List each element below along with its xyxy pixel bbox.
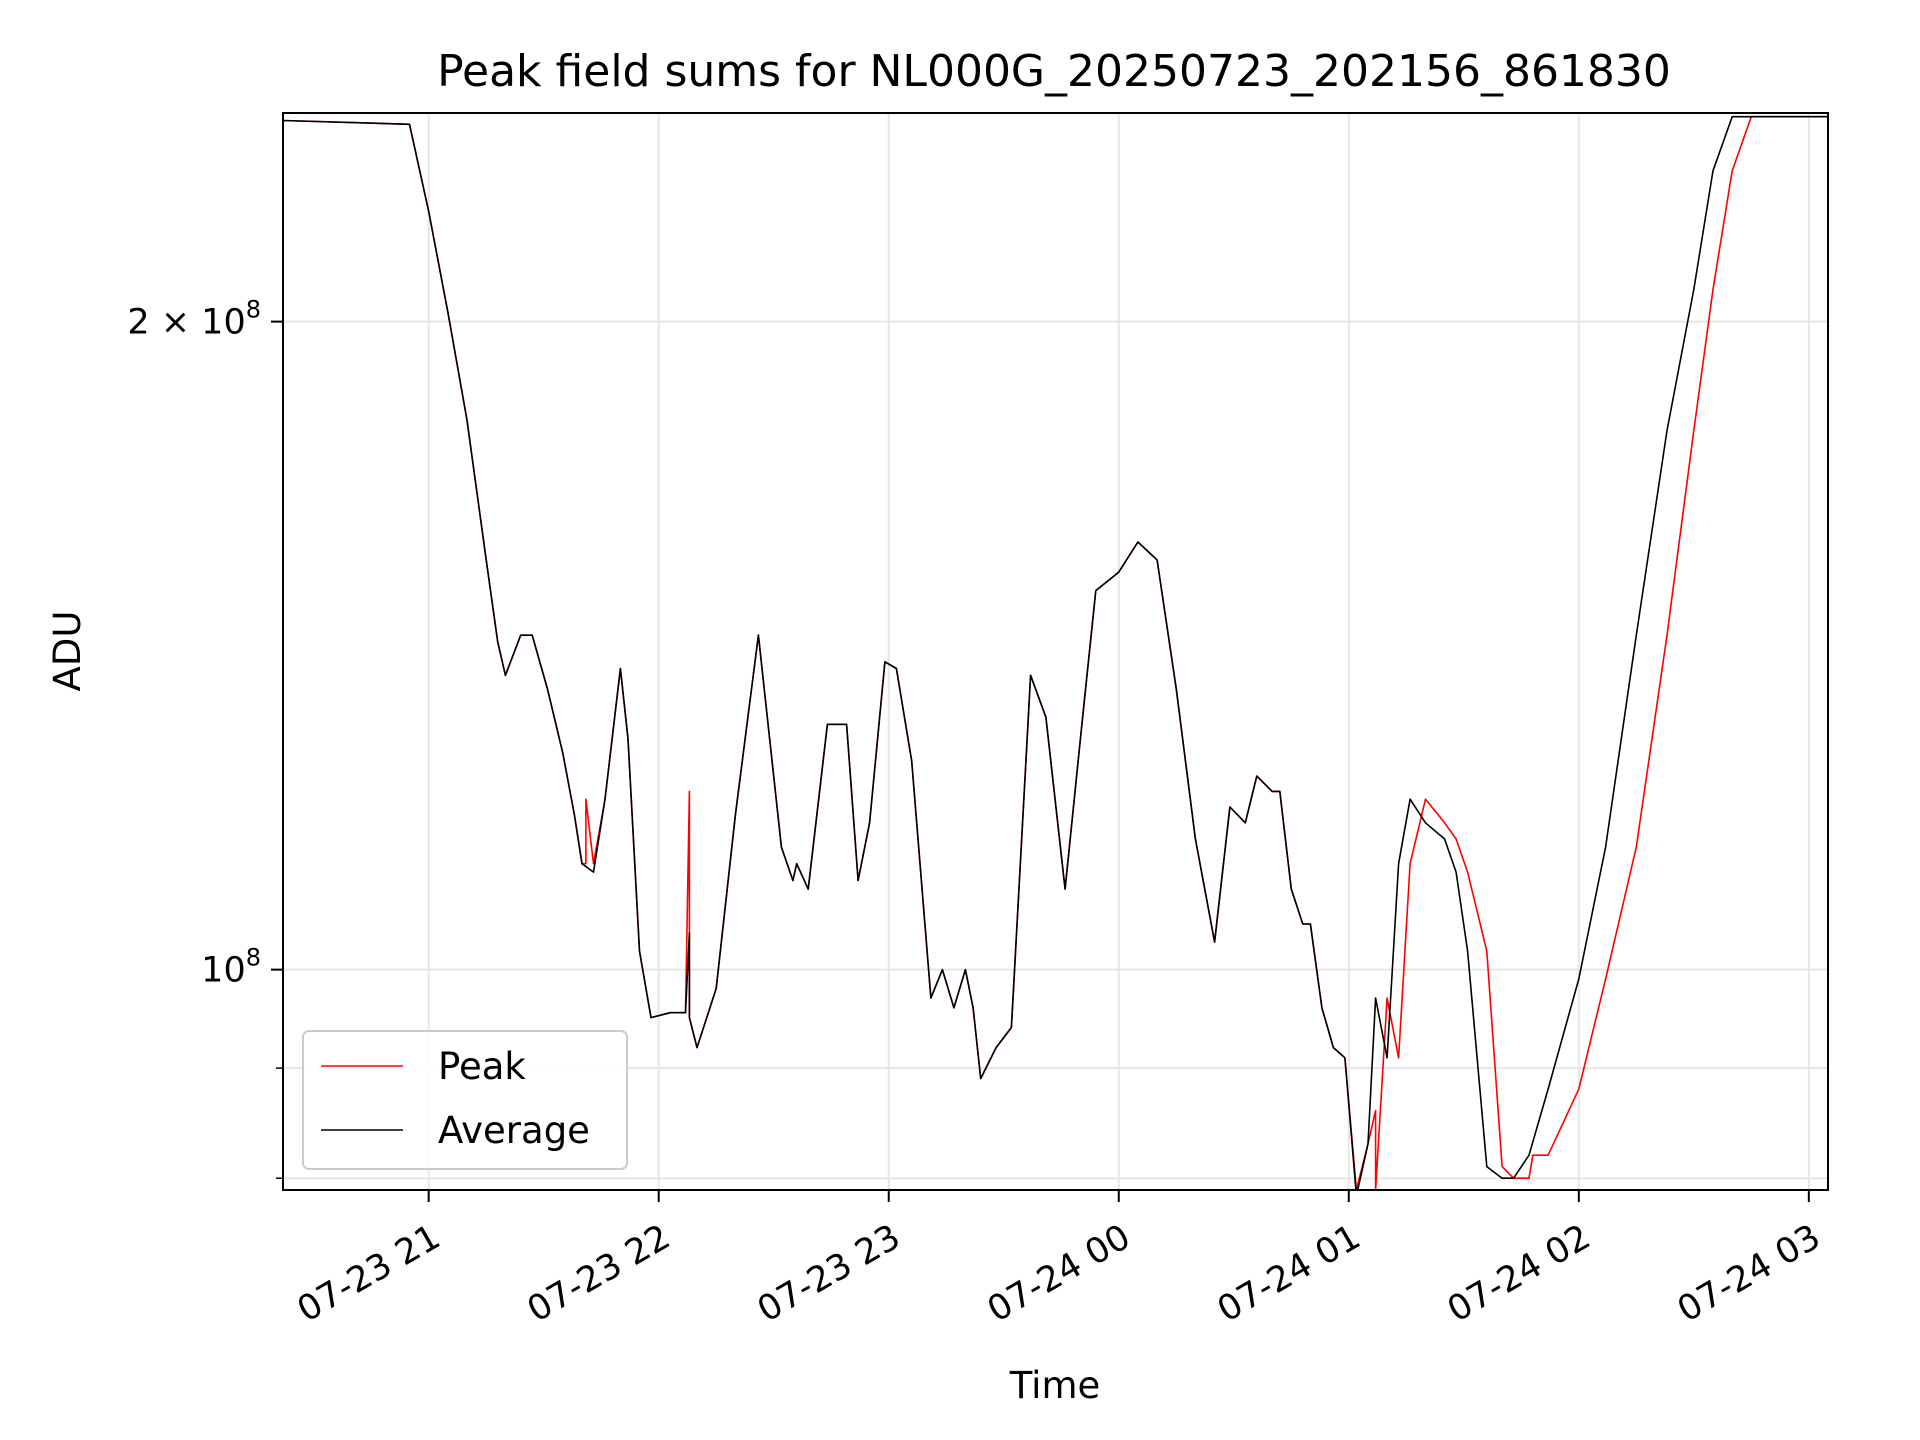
y-tick-label: 2 × 108: [127, 296, 261, 343]
y-tick-base: 10: [201, 951, 246, 991]
y-tick-exponent: 8: [246, 944, 261, 972]
y-tick-label: 108: [201, 944, 261, 991]
y-axis-label: ADU: [46, 611, 89, 692]
series-line-average: [283, 115, 1828, 1190]
plot-frame: [282, 112, 1829, 1191]
legend: Peak Average: [302, 1030, 628, 1170]
y-tick-exponent: 8: [246, 296, 261, 324]
x-axis-label: Time: [1009, 1364, 1101, 1407]
y-tick-base: 2 × 10: [127, 303, 245, 343]
chart-title: Peak field sums for NL000G_20250723_2021…: [437, 46, 1671, 97]
legend-label-peak: Peak: [438, 1045, 526, 1088]
series-lines: [283, 115, 1828, 1190]
legend-label-average: Average: [438, 1109, 590, 1152]
